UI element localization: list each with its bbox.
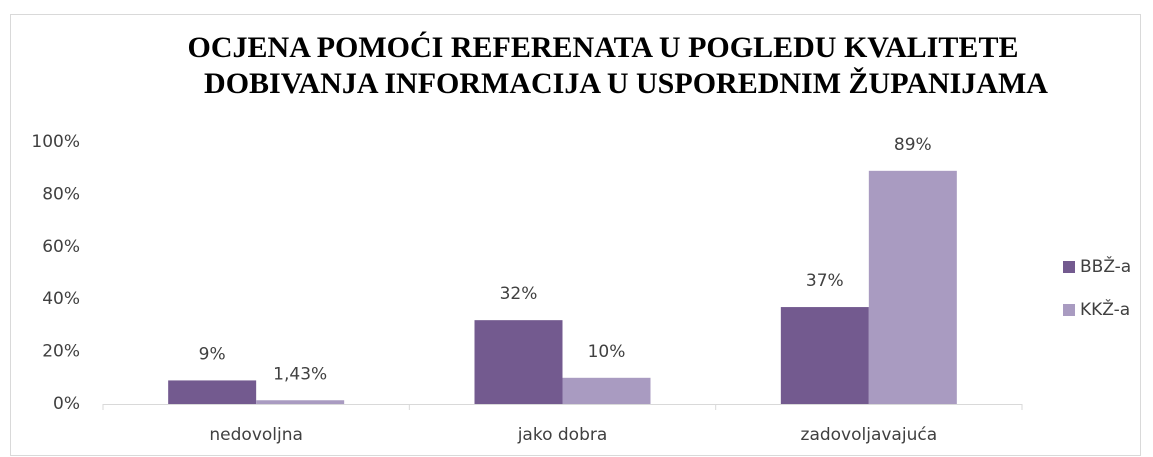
data-label: 37% bbox=[806, 271, 844, 291]
bar bbox=[780, 307, 869, 404]
chart-title: DOBIVANJA INFORMACIJA U USPOREDNIM ŽUPAN… bbox=[204, 67, 1048, 100]
y-tick-label: 60% bbox=[42, 237, 80, 257]
bar bbox=[562, 377, 651, 404]
chart-title: OCJENA POMOĆI REFERENATA U POGLEDU KVALI… bbox=[188, 31, 1019, 64]
legend-label: BBŽ-a bbox=[1080, 255, 1131, 277]
y-tick-label: 80% bbox=[42, 184, 80, 204]
y-tick-label: 100% bbox=[31, 132, 80, 152]
data-label: 9% bbox=[199, 344, 226, 364]
x-tick-label: nedovoljna bbox=[209, 425, 303, 445]
data-label: 89% bbox=[894, 135, 932, 155]
y-tick-label: 20% bbox=[42, 342, 80, 362]
x-tick-label: jako dobra bbox=[517, 425, 608, 445]
legend-label: KKŽ-a bbox=[1080, 298, 1130, 320]
legend-swatch bbox=[1063, 261, 1075, 273]
data-label: 1,43% bbox=[273, 364, 327, 384]
bar bbox=[474, 320, 563, 404]
bar bbox=[168, 380, 257, 404]
bar bbox=[256, 400, 345, 404]
data-label: 10% bbox=[588, 342, 626, 362]
y-tick-label: 0% bbox=[53, 394, 80, 414]
legend-swatch bbox=[1063, 304, 1075, 316]
x-tick-label: zadovoljavajuća bbox=[801, 425, 938, 445]
y-tick-label: 40% bbox=[42, 289, 80, 309]
data-label: 32% bbox=[500, 284, 538, 304]
bar bbox=[868, 170, 957, 404]
